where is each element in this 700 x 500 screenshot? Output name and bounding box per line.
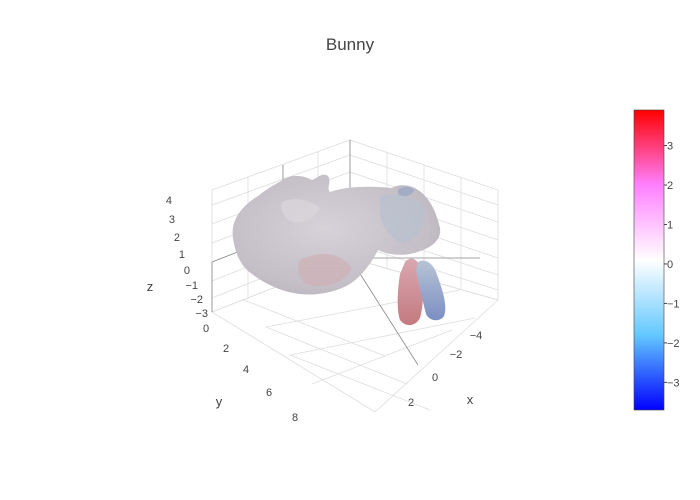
colorbar-tick: −1: [667, 298, 680, 310]
x-tick: 2: [408, 397, 414, 409]
colorbar-tick: −2: [667, 338, 680, 350]
x-tick: −2: [450, 349, 463, 361]
head-tint: [380, 194, 426, 244]
x-axis-title: x: [467, 392, 474, 407]
y-tick: 0: [203, 323, 209, 335]
bunny-ear-back: [416, 260, 446, 321]
z-tick: −2: [190, 294, 203, 306]
colorbar-tick: 0: [667, 259, 673, 271]
bunny-mesh: [232, 174, 446, 326]
y-tick: 4: [243, 364, 249, 376]
z-tick: 2: [174, 232, 180, 244]
y-tick: 6: [266, 387, 272, 399]
x-tick: −4: [470, 330, 483, 342]
y-axis-title: y: [216, 394, 223, 409]
eye-shade: [398, 187, 414, 197]
colorbar-tick: −3: [667, 377, 680, 389]
body-tint: [298, 253, 352, 287]
x-tick: 0: [432, 372, 438, 384]
y-axis: 0 2 4 6 8 y: [203, 323, 298, 424]
z-tick: −3: [195, 308, 208, 320]
colorbar-scale: [633, 109, 665, 411]
y-tick: 8: [292, 412, 298, 424]
z-tick: 0: [184, 265, 190, 277]
colorbar-tick: 3: [667, 141, 673, 153]
x-axis: −4 −2 0 2 x: [408, 330, 482, 409]
z-tick: 3: [169, 214, 175, 226]
colorbar-tick: 2: [667, 180, 673, 192]
y-tick: 2: [223, 343, 229, 355]
z-tick: 4: [166, 195, 172, 207]
z-tick: −1: [185, 280, 198, 292]
z-axis: 4 3 2 1 0 −1 −2 −3 z: [147, 195, 208, 320]
colorbar[interactable]: 3 2 1 0 −1 −2 −3: [633, 109, 680, 411]
body-highlight: [281, 199, 320, 223]
z-tick: 1: [179, 249, 185, 261]
bunny-ear-front: [397, 258, 423, 326]
z-axis-title: z: [147, 279, 154, 294]
chart-title: Bunny: [326, 35, 375, 54]
colorbar-tick: 1: [667, 219, 673, 231]
